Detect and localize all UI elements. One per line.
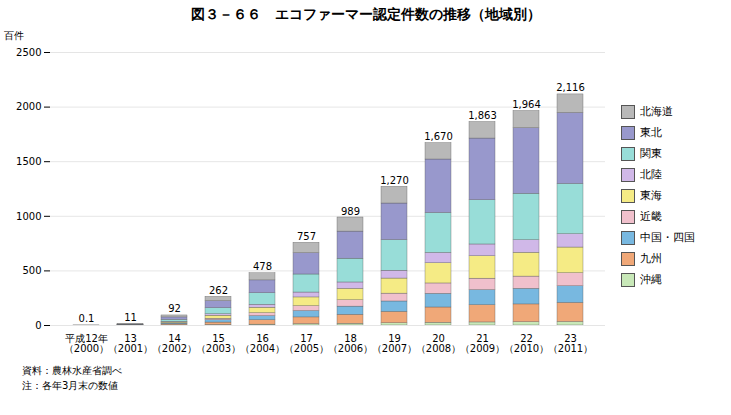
svg-text:0.1: 0.1	[79, 313, 95, 324]
svg-text:989: 989	[341, 206, 360, 217]
svg-text:17（2005）: 17（2005）	[284, 333, 329, 354]
html-text:中国・四国: 中国・四国	[640, 231, 695, 244]
svg-text:22（2010）: 22（2010）	[504, 333, 549, 354]
svg-text:1,964: 1,964	[512, 99, 541, 110]
svg-text:2500: 2500	[16, 47, 41, 58]
svg-text:15（2003）: 15（2003）	[196, 333, 241, 354]
svg-text:23（2011）: 23（2011）	[548, 333, 593, 354]
svg-text:1000: 1000	[16, 211, 41, 222]
html-text:東北: 東北	[640, 126, 662, 139]
svg-text:19（2007）: 19（2007）	[372, 333, 417, 354]
html-text:関東: 関東	[640, 147, 662, 160]
svg-text:500: 500	[22, 265, 41, 276]
svg-text:11: 11	[124, 312, 137, 323]
html-text:資料：農林水産省調べ: 資料：農林水産省調べ	[22, 365, 122, 376]
svg-text:13（2001）: 13（2001）	[108, 333, 153, 354]
svg-text:16（2004）: 16（2004）	[240, 333, 285, 354]
svg-text:1,270: 1,270	[380, 175, 409, 186]
html-text:北陸: 北陸	[640, 168, 662, 181]
svg-text:757: 757	[297, 231, 316, 242]
svg-text:2,116: 2,116	[556, 82, 585, 93]
svg-text:1,670: 1,670	[424, 131, 453, 142]
svg-text:21（2009）: 21（2009）	[460, 333, 505, 354]
svg-text:平成12年（2000）: 平成12年（2000）	[64, 333, 109, 354]
html-text:九州: 九州	[640, 252, 662, 265]
svg-text:20（2008）: 20（2008）	[416, 333, 461, 354]
html-text:東海: 東海	[640, 189, 662, 202]
svg-text:1500: 1500	[16, 156, 41, 167]
html-text:図３－６６ エコファーマー認定件数の推移（地域別）: 図３－６６ エコファーマー認定件数の推移（地域別）	[190, 6, 541, 22]
svg-text:18（2006）: 18（2006）	[328, 333, 373, 354]
svg-text:92: 92	[168, 303, 181, 314]
html-text:沖縄: 沖縄	[640, 273, 662, 286]
svg-text:14（2002）: 14（2002）	[152, 333, 197, 354]
svg-text:0: 0	[35, 320, 41, 331]
svg-text:百件: 百件	[4, 30, 24, 41]
svg-text:2000: 2000	[16, 101, 41, 112]
html-text:北海道: 北海道	[640, 105, 673, 118]
html-text:注：各年3月末の数値: 注：各年3月末の数値	[22, 380, 119, 391]
svg-text:262: 262	[209, 285, 228, 296]
html-text:近畿: 近畿	[640, 210, 662, 223]
svg-text:478: 478	[253, 261, 272, 272]
svg-text:1,863: 1,863	[468, 110, 497, 121]
